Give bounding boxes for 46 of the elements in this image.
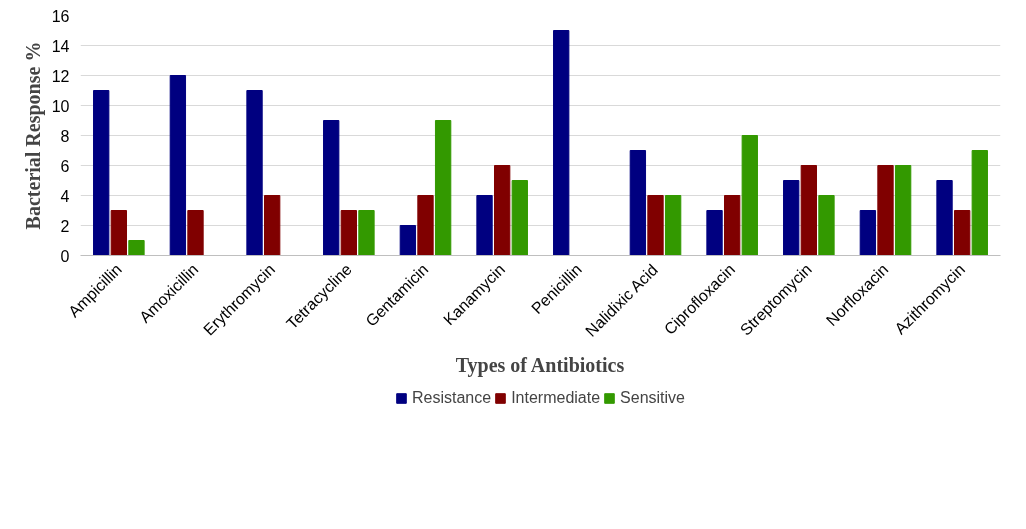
bar <box>553 30 570 256</box>
bar <box>434 120 452 256</box>
bar <box>741 135 758 256</box>
bar <box>169 75 187 256</box>
bar <box>724 195 741 256</box>
bar <box>110 210 127 256</box>
bar <box>936 180 953 256</box>
y-tick-label: 2 <box>60 217 70 235</box>
bar <box>264 195 281 256</box>
bar <box>399 225 417 256</box>
bar <box>340 210 357 256</box>
bar <box>476 195 493 256</box>
y-tick-label: 14 <box>51 37 70 55</box>
y-tick-label: 16 <box>51 7 70 25</box>
y-tick-label: 6 <box>60 157 70 175</box>
legend-label: Intermediate <box>511 389 601 407</box>
y-tick-label: 4 <box>60 187 70 205</box>
bar <box>859 210 877 256</box>
bar <box>246 90 263 256</box>
bar <box>647 195 664 256</box>
bar <box>783 180 800 256</box>
bar <box>818 195 835 256</box>
bar <box>494 165 511 256</box>
bar <box>629 150 647 256</box>
bar <box>323 120 340 256</box>
y-axis-title: Bacterial Response % <box>21 41 45 230</box>
bar <box>877 165 894 256</box>
bar <box>800 165 817 256</box>
legend-label: Sensitive <box>620 389 686 407</box>
y-tick-label: 0 <box>60 247 70 265</box>
legend-label: Resistance <box>411 389 492 407</box>
bar <box>971 150 988 256</box>
y-tick-label: 10 <box>51 97 70 115</box>
bar <box>664 195 682 256</box>
bar <box>894 165 912 256</box>
y-tick-label: 8 <box>60 127 70 145</box>
x-axis-title: Types of Antibiotics <box>455 353 625 377</box>
bar <box>93 90 110 256</box>
bar <box>128 240 145 256</box>
y-tick-label: 12 <box>51 67 70 85</box>
bar <box>511 180 528 256</box>
bar <box>358 210 375 256</box>
bar <box>187 210 204 256</box>
bar <box>706 210 723 256</box>
bar <box>417 195 434 256</box>
bar <box>954 210 971 256</box>
